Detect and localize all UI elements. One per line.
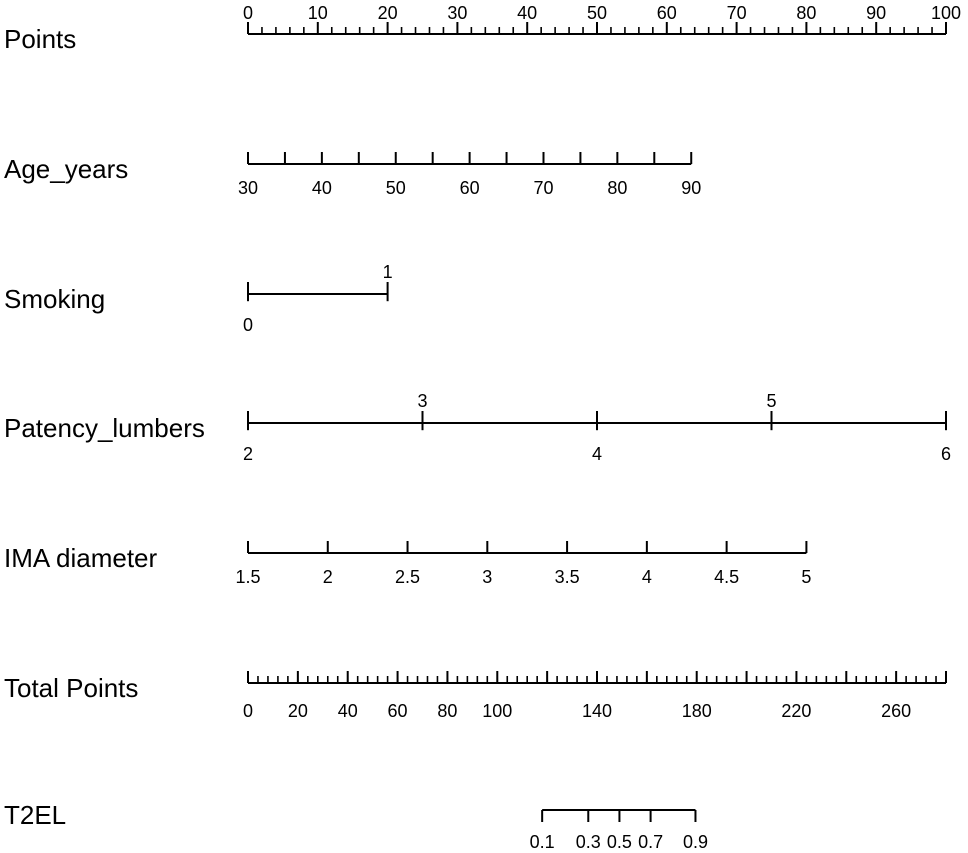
points-tick-label-50: 50 bbox=[587, 3, 607, 23]
points-tick-label-30: 30 bbox=[447, 3, 467, 23]
t2el-tick-label: 0.7 bbox=[638, 832, 663, 852]
patency-lumbers-level-label: 3 bbox=[417, 391, 427, 411]
ima-diameter-tick-label: 1.5 bbox=[235, 567, 260, 587]
patency-lumbers-row-label: Patency_lumbers bbox=[4, 413, 205, 443]
points-tick-label-80: 80 bbox=[796, 3, 816, 23]
total-points-tick-label: 180 bbox=[682, 701, 712, 721]
ima-diameter-tick-label: 3 bbox=[482, 567, 492, 587]
total-points-tick-label: 20 bbox=[288, 701, 308, 721]
ima-diameter-tick-label: 4 bbox=[642, 567, 652, 587]
smoking-level-label: 1 bbox=[383, 262, 393, 282]
total-points-tick-label: 220 bbox=[781, 701, 811, 721]
patency-lumbers-level-label: 4 bbox=[592, 444, 602, 464]
total-points-tick-label: 40 bbox=[338, 701, 358, 721]
points-tick-label-10: 10 bbox=[308, 3, 328, 23]
total-points-tick-label: 80 bbox=[437, 701, 457, 721]
t2el-tick-label: 0.3 bbox=[576, 832, 601, 852]
points-tick-label-0: 0 bbox=[243, 3, 253, 23]
ima-diameter-row-label: IMA diameter bbox=[4, 543, 158, 573]
t2el-tick-label: 0.5 bbox=[607, 832, 632, 852]
total-points-row-label: Total Points bbox=[4, 673, 138, 703]
t2el-row-label: T2EL bbox=[4, 800, 66, 830]
patency-lumbers-level-label: 5 bbox=[766, 391, 776, 411]
ima-diameter-tick-label: 2.5 bbox=[395, 567, 420, 587]
ima-diameter-tick-label: 2 bbox=[323, 567, 333, 587]
patency-lumbers-level-label: 2 bbox=[243, 444, 253, 464]
age-years-tick-label: 60 bbox=[460, 178, 480, 198]
ima-diameter-tick-label: 4.5 bbox=[714, 567, 739, 587]
age-years-tick-label: 50 bbox=[386, 178, 406, 198]
age-years-row-label: Age_years bbox=[4, 154, 128, 184]
age-years-tick-label: 80 bbox=[607, 178, 627, 198]
points-tick-label-70: 70 bbox=[727, 3, 747, 23]
smoking-row-label: Smoking bbox=[4, 284, 105, 314]
total-points-tick-label: 0 bbox=[243, 701, 253, 721]
age-years-tick-label: 40 bbox=[312, 178, 332, 198]
points-tick-label-60: 60 bbox=[657, 3, 677, 23]
total-points-tick-label: 260 bbox=[881, 701, 911, 721]
ima-diameter-tick-label: 5 bbox=[801, 567, 811, 587]
total-points-tick-label: 60 bbox=[388, 701, 408, 721]
points-tick-label-90: 90 bbox=[866, 3, 886, 23]
patency-lumbers-level-label: 6 bbox=[941, 444, 951, 464]
points-row-label: Points bbox=[4, 24, 76, 54]
t2el-tick-label: 0.1 bbox=[530, 832, 555, 852]
smoking-level-label: 0 bbox=[243, 315, 253, 335]
points-tick-label-20: 20 bbox=[378, 3, 398, 23]
age-years-tick-label: 70 bbox=[533, 178, 553, 198]
points-tick-label-100: 100 bbox=[931, 3, 961, 23]
ima-diameter-tick-label: 3.5 bbox=[555, 567, 580, 587]
total-points-tick-label: 100 bbox=[482, 701, 512, 721]
age-years-tick-label: 30 bbox=[238, 178, 258, 198]
t2el-tick-label: 0.9 bbox=[683, 832, 708, 852]
age-years-tick-label: 90 bbox=[681, 178, 701, 198]
points-tick-label-40: 40 bbox=[517, 3, 537, 23]
total-points-tick-label: 140 bbox=[582, 701, 612, 721]
